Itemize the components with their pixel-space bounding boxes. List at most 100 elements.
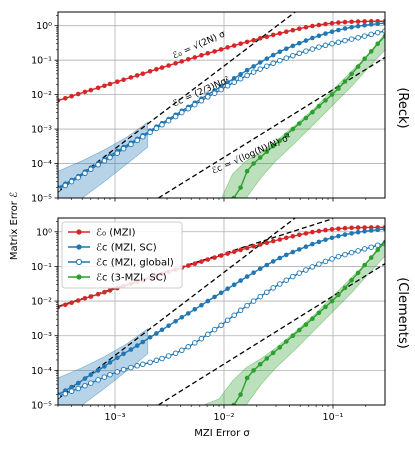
data-point: [225, 286, 230, 292]
data-point: [264, 240, 270, 246]
data-point: [250, 69, 257, 75]
data-point: [185, 105, 192, 112]
data-point: [329, 29, 335, 34]
data-point: [63, 96, 68, 101]
data-point: [95, 85, 101, 91]
data-point: [382, 226, 385, 232]
data-point: [231, 195, 237, 198]
data-point: [284, 29, 289, 34]
data-point: [336, 20, 341, 25]
data-point: [323, 304, 328, 310]
data-point: [270, 52, 276, 58]
panel-label-reck: (Reck): [395, 87, 410, 128]
y-tick-label: 10⁰: [36, 21, 52, 32]
data-point: [349, 71, 354, 77]
data-point: [147, 129, 153, 136]
data-point: [95, 368, 101, 373]
series-3: [231, 33, 385, 198]
data-point: [297, 26, 302, 32]
data-point: [134, 73, 140, 78]
legend-item-ec-3mzi: ℰc (3-MZI, SC): [68, 273, 167, 284]
error-band: [221, 32, 385, 198]
data-point: [277, 237, 283, 242]
data-point: [62, 182, 69, 189]
data-point: [284, 132, 289, 138]
data-point: [154, 67, 159, 72]
data-point: [231, 282, 237, 288]
data-point: [362, 225, 367, 230]
data-point: [82, 296, 88, 301]
series-0: [58, 18, 385, 103]
data-point: [368, 228, 374, 233]
data-point: [179, 109, 185, 116]
data-point: [270, 60, 276, 67]
data-point: [212, 294, 217, 300]
panel-label-clements: (Clements): [395, 277, 410, 349]
data-point: [186, 311, 191, 316]
data-point: [342, 232, 348, 237]
data-point: [329, 298, 335, 304]
y-axis-label: Matrix Error ℰ: [9, 192, 20, 260]
data-point: [290, 126, 296, 132]
legend: ℰ₀ (MZI) ℰc (MZI, SC) ℰc (MZI, global) ℰ…: [61, 221, 183, 289]
data-point: [218, 290, 224, 296]
data-point: [257, 66, 263, 72]
data-point: [264, 56, 270, 61]
data-point: [310, 241, 315, 247]
data-point: [140, 71, 146, 76]
data-point: [283, 277, 290, 283]
legend-label-ec-sc: ℰc (MZI, SC): [96, 243, 157, 254]
data-point: [342, 285, 348, 291]
data-point: [244, 274, 250, 279]
data-point: [270, 259, 276, 264]
data-point: [322, 42, 329, 49]
data-point: [244, 72, 250, 79]
data-point: [224, 83, 231, 89]
data-point: [82, 382, 88, 389]
data-point: [211, 90, 218, 96]
data-point: [251, 270, 256, 276]
data-point: [382, 33, 385, 39]
data-point: [290, 43, 296, 49]
data-point: [296, 50, 303, 57]
data-point: [362, 229, 367, 234]
data-point: [336, 233, 341, 239]
data-point: [290, 234, 296, 239]
data-point: [270, 285, 276, 291]
data-point: [192, 340, 198, 346]
data-point: [218, 86, 224, 93]
data-point: [192, 101, 198, 108]
data-point: [147, 335, 153, 340]
data-point: [355, 229, 361, 235]
data-point: [121, 77, 126, 82]
data-point: [362, 56, 367, 61]
data-point: [107, 154, 113, 161]
data-point: [179, 315, 185, 320]
data-point: [159, 65, 165, 70]
data-point: [218, 322, 224, 329]
data-point: [375, 21, 381, 27]
data-point: [82, 376, 88, 381]
data-point: [368, 49, 374, 54]
data-point: [237, 307, 244, 314]
data-point: [316, 310, 322, 316]
data-point: [374, 242, 381, 248]
data-point: [335, 253, 342, 260]
y-tick-label: 10⁻²: [31, 297, 52, 308]
data-point: [88, 166, 94, 173]
data-point: [140, 133, 146, 140]
data-point: [251, 368, 256, 373]
data-point: [166, 323, 171, 329]
data-point: [107, 81, 113, 87]
data-point: [303, 48, 309, 54]
data-point: [231, 76, 237, 81]
data-point: [277, 49, 283, 55]
data-point: [238, 72, 243, 77]
data-point: [270, 238, 276, 244]
data-point: [342, 79, 348, 84]
data-point: [348, 36, 355, 42]
data-point: [212, 255, 217, 260]
data-point: [290, 273, 296, 280]
data-point: [323, 31, 328, 36]
